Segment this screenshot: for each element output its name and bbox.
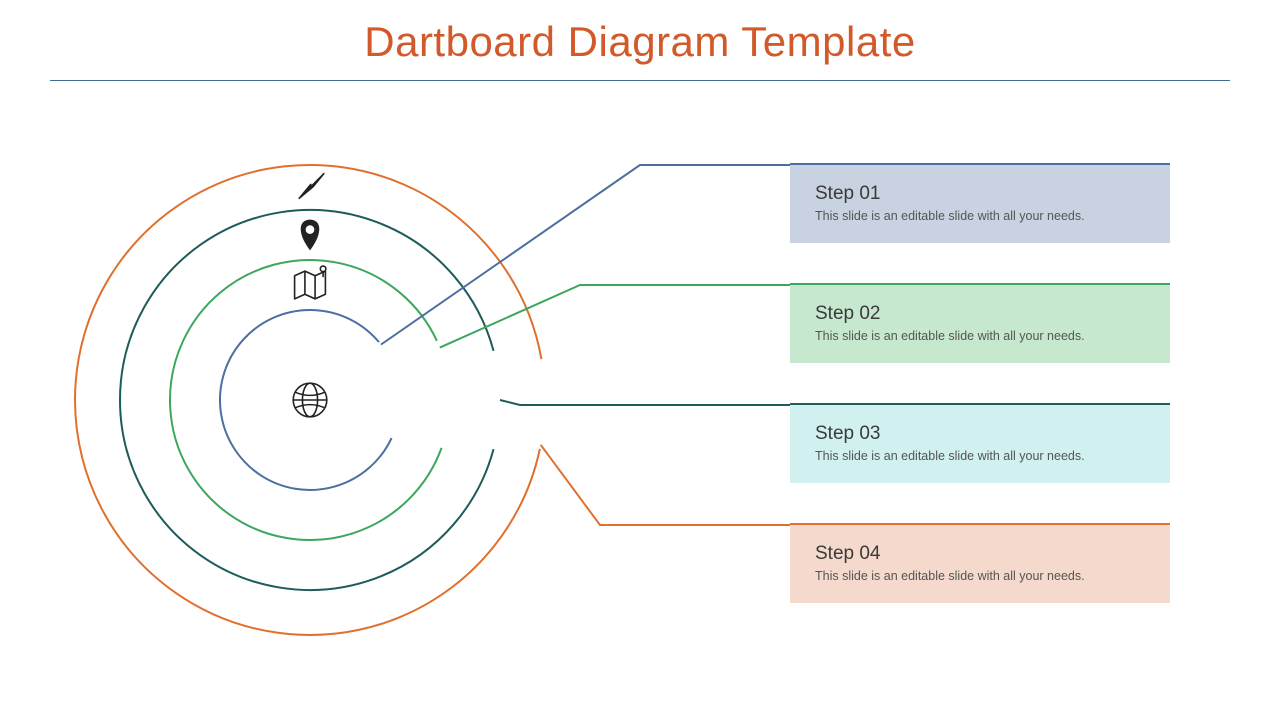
step-box-1: Step 01 This slide is an editable slide w… bbox=[790, 163, 1170, 243]
step-title: Step 03 bbox=[815, 423, 1145, 445]
connector-4 bbox=[541, 445, 790, 525]
globe-icon bbox=[293, 383, 327, 417]
arrow-icon bbox=[299, 174, 324, 199]
step-desc: This slide is an editable slide with all… bbox=[815, 568, 1145, 585]
connector-1 bbox=[381, 165, 790, 345]
step-desc: This slide is an editable slide with all… bbox=[815, 448, 1145, 465]
step-box-4: Step 04 This slide is an editable slide w… bbox=[790, 523, 1170, 603]
connector-2 bbox=[440, 285, 790, 348]
connector-3 bbox=[500, 400, 790, 405]
step-title: Step 01 bbox=[815, 183, 1145, 205]
step-title: Step 02 bbox=[815, 303, 1145, 325]
step-box-2: Step 02 This slide is an editable slide w… bbox=[790, 283, 1170, 363]
step-desc: This slide is an editable slide with all… bbox=[815, 328, 1145, 345]
step-title: Step 04 bbox=[815, 543, 1145, 565]
pin-icon bbox=[301, 220, 320, 251]
map-icon bbox=[295, 266, 326, 299]
step-box-3: Step 03 This slide is an editable slide w… bbox=[790, 403, 1170, 483]
step-desc: This slide is an editable slide with all… bbox=[815, 208, 1145, 225]
